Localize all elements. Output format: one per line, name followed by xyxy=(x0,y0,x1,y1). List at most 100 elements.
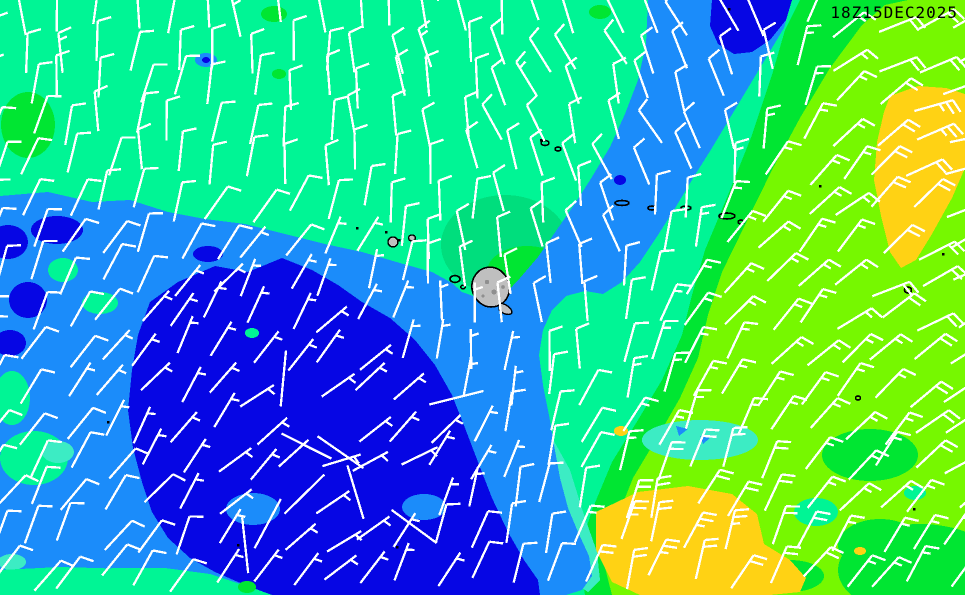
wind-barb xyxy=(806,339,852,367)
wind-barb xyxy=(438,280,449,321)
wind-barb xyxy=(591,133,613,180)
wind-barb xyxy=(632,137,651,185)
wind-barb xyxy=(683,291,722,326)
wind-barb xyxy=(684,388,712,430)
wind-barb xyxy=(33,94,62,134)
coast-speck xyxy=(385,231,388,234)
wind-barb xyxy=(532,275,547,323)
wind-barb xyxy=(438,477,460,516)
wind-barb xyxy=(401,319,421,359)
coast-speck xyxy=(107,421,110,424)
wind-barb xyxy=(136,0,141,29)
wind-barb xyxy=(540,176,556,223)
wind-barb xyxy=(424,49,440,97)
wind-barb xyxy=(219,488,254,515)
wind-barb xyxy=(356,515,392,541)
wind-barb xyxy=(0,140,22,168)
wind-barb xyxy=(950,238,965,250)
wind-barb xyxy=(657,441,686,481)
wind-barb xyxy=(832,48,879,72)
wind-barb xyxy=(737,396,769,436)
wind-barb xyxy=(103,519,146,551)
wind-barb xyxy=(69,334,109,369)
wind-barb xyxy=(284,522,319,551)
wind-barb xyxy=(503,330,521,371)
wind-barb xyxy=(909,380,954,409)
wind-barb xyxy=(108,447,150,480)
wind-barb xyxy=(55,501,85,541)
wind-barb xyxy=(653,169,671,215)
wind-barb xyxy=(564,200,583,248)
wind-barb xyxy=(578,464,601,508)
wind-barb xyxy=(105,399,130,437)
coast-speck xyxy=(728,8,731,11)
wind-barb xyxy=(881,292,927,319)
wind-barb xyxy=(836,218,876,253)
wind-barb xyxy=(277,0,282,23)
wind-barb xyxy=(435,318,451,359)
wind-barb xyxy=(102,219,141,254)
green-speck-3 xyxy=(589,5,611,19)
wind-barb xyxy=(871,556,913,588)
dodger-hole-1 xyxy=(226,493,280,525)
wind-barb xyxy=(352,450,389,472)
wind-barb xyxy=(390,508,438,545)
wind-barb xyxy=(515,50,538,97)
wind-barb xyxy=(843,145,881,180)
wind-barb xyxy=(317,0,327,33)
wind-barb xyxy=(747,0,765,37)
wind-barb xyxy=(718,27,734,75)
navy-lobe-2 xyxy=(193,246,223,262)
wind-barb xyxy=(529,199,544,247)
wind-barb xyxy=(650,499,674,542)
wind-barb xyxy=(182,438,211,474)
wind-barb xyxy=(525,94,546,142)
wind-barb xyxy=(30,60,53,104)
wind-barb xyxy=(33,559,75,592)
wind-barb xyxy=(458,239,473,287)
wind-barb xyxy=(883,516,919,553)
wind-barb xyxy=(136,254,169,293)
wind-barb xyxy=(906,478,945,513)
wind-barb xyxy=(874,430,912,467)
gold-bottom-blob xyxy=(596,486,806,595)
wind-barb xyxy=(0,408,23,424)
wind-barb xyxy=(104,473,140,511)
wind-barb xyxy=(674,63,688,112)
wind-barb xyxy=(796,510,831,548)
wind-barb xyxy=(809,185,853,215)
wind-barb xyxy=(529,128,544,176)
wind-barb xyxy=(806,0,819,23)
wind-barb xyxy=(730,554,768,589)
wind-barb xyxy=(489,17,506,65)
wind-barb xyxy=(762,21,777,70)
wind-barb xyxy=(799,287,837,324)
wind-barb xyxy=(18,412,59,446)
wind-barb xyxy=(322,453,362,468)
wind-barb xyxy=(283,473,326,515)
wind-barb xyxy=(573,504,605,543)
wind-barb xyxy=(870,175,912,208)
wind-barb xyxy=(203,185,242,220)
wind-barb xyxy=(796,24,822,66)
wind-barb xyxy=(726,209,767,243)
wind-barb xyxy=(626,354,649,398)
wind-barb xyxy=(141,428,167,465)
wind-barb xyxy=(727,480,763,517)
wind-barb xyxy=(770,394,808,430)
wind-barb xyxy=(944,461,965,475)
islet-coastline xyxy=(449,274,461,284)
wind-barb xyxy=(169,292,199,327)
wind-barb xyxy=(469,329,480,370)
dodger-hole-2 xyxy=(402,494,446,520)
wind-barb xyxy=(724,508,750,550)
wind-barb xyxy=(879,77,924,105)
wind-barb xyxy=(179,472,204,510)
timestamp-label: 18Z15DEC2025 xyxy=(830,3,958,22)
green-se-blob1 xyxy=(822,429,918,481)
wind-barb xyxy=(363,162,386,206)
wind-barb xyxy=(66,131,92,173)
wind-barb xyxy=(465,120,479,169)
wind-barb xyxy=(230,0,242,38)
